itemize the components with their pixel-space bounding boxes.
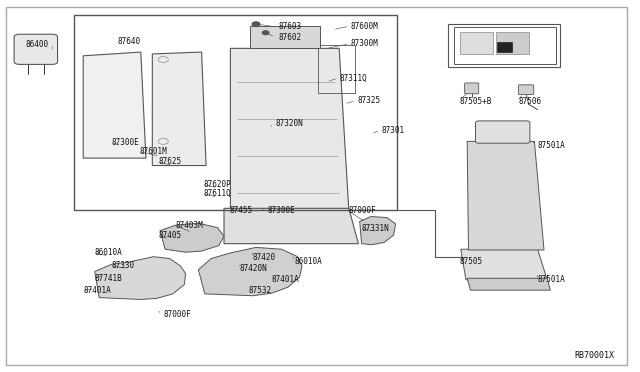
Text: 87505: 87505 — [460, 257, 483, 266]
Text: 87620P: 87620P — [204, 180, 231, 189]
Polygon shape — [160, 223, 224, 252]
Polygon shape — [360, 217, 396, 245]
Text: 87603: 87603 — [278, 22, 301, 31]
Polygon shape — [454, 27, 556, 64]
Polygon shape — [230, 48, 349, 210]
Bar — [74, 15, 397, 210]
Text: 87320N: 87320N — [275, 119, 303, 128]
Text: 87505+B: 87505+B — [460, 97, 492, 106]
Polygon shape — [152, 52, 206, 166]
Text: 87401A: 87401A — [83, 286, 111, 295]
Circle shape — [252, 22, 260, 26]
Text: 87401A: 87401A — [272, 275, 300, 284]
Polygon shape — [467, 278, 550, 290]
Text: 87611Q: 87611Q — [204, 189, 231, 198]
Text: 87741B: 87741B — [95, 274, 122, 283]
Text: 87330: 87330 — [112, 262, 135, 270]
Bar — [460, 32, 493, 54]
Text: 87420N: 87420N — [240, 264, 268, 273]
Polygon shape — [83, 52, 146, 158]
Bar — [448, 24, 560, 67]
Text: 87640: 87640 — [117, 37, 140, 46]
FancyBboxPatch shape — [476, 121, 530, 143]
Text: 87625: 87625 — [159, 157, 182, 166]
Text: 86010A: 86010A — [294, 257, 322, 266]
Text: 87501A: 87501A — [538, 141, 565, 150]
Polygon shape — [198, 247, 302, 296]
Text: 87600M: 87600M — [351, 22, 378, 31]
Bar — [496, 32, 529, 54]
Text: 87300E: 87300E — [112, 138, 140, 147]
Text: 87602: 87602 — [278, 33, 301, 42]
Circle shape — [262, 31, 269, 35]
Text: 87301: 87301 — [381, 126, 404, 135]
Text: 86400: 86400 — [26, 40, 49, 49]
Text: RB70001X: RB70001X — [575, 351, 614, 360]
Bar — [497, 42, 512, 52]
Text: 87501A: 87501A — [538, 275, 565, 284]
Text: 87532: 87532 — [248, 286, 271, 295]
Text: 86010A: 86010A — [95, 248, 122, 257]
Polygon shape — [95, 257, 186, 299]
Text: 87300M: 87300M — [351, 39, 378, 48]
Text: 87300E: 87300E — [268, 206, 295, 215]
Text: 87000F: 87000F — [163, 310, 191, 319]
FancyBboxPatch shape — [465, 83, 479, 94]
Polygon shape — [467, 141, 544, 250]
Text: 87403M: 87403M — [176, 221, 204, 230]
FancyBboxPatch shape — [518, 85, 534, 94]
Text: 87325: 87325 — [357, 96, 380, 105]
Text: 87601M: 87601M — [140, 147, 167, 156]
Text: 87455: 87455 — [229, 206, 252, 215]
Text: 87331N: 87331N — [362, 224, 389, 233]
Polygon shape — [461, 249, 547, 280]
Text: 87311Q: 87311Q — [339, 74, 367, 83]
Text: 87405: 87405 — [159, 231, 182, 240]
Text: 87000F: 87000F — [349, 206, 376, 215]
Text: 87420: 87420 — [253, 253, 276, 262]
FancyBboxPatch shape — [14, 34, 58, 64]
Text: 87506: 87506 — [518, 97, 541, 106]
Bar — [250, 26, 320, 48]
Polygon shape — [224, 208, 358, 244]
